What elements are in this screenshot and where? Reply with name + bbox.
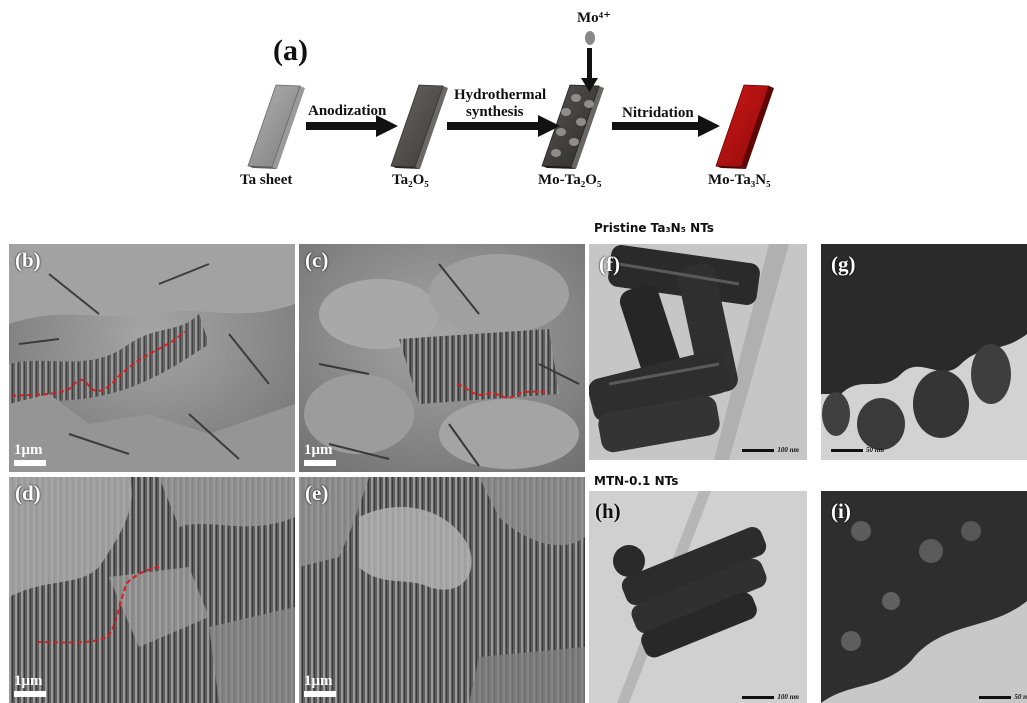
tem-panel-h: (h) 100 nm <box>589 491 807 703</box>
step-label-synthesis: synthesis <box>466 104 524 120</box>
step-label-anodization: Anodization <box>308 103 387 119</box>
scalebar-text-e: 1μm <box>304 673 333 689</box>
tem-panel-i: (i) 50 n <box>821 491 1027 703</box>
panel-label-f: (f) <box>599 252 620 276</box>
sem-image-e <box>299 477 585 703</box>
tem-image-f <box>589 244 807 460</box>
tem-image-h <box>589 491 807 703</box>
sample-label-ta-sheet: Ta sheet <box>240 172 293 188</box>
sem-panel-c: (c) 1μm <box>299 244 585 472</box>
scalebar-text-b: 1μm <box>14 442 43 458</box>
schematic: (a) <box>0 0 1027 225</box>
sample-label-ta2o5: Ta₂O₅ <box>392 172 429 188</box>
scalebar-e: 1μm <box>304 673 336 697</box>
scalebar-line-c <box>304 460 336 466</box>
scalebar-c: 1μm <box>304 442 336 466</box>
scalebar-line-i <box>979 695 1012 699</box>
mo-ion-label: Mo⁴⁺ <box>577 10 612 26</box>
scalebar-h: 100 nm <box>742 693 799 701</box>
scalebar-text-d: 1μm <box>14 673 43 689</box>
scalebar-text-c: 1μm <box>304 442 333 458</box>
panel-label-d: (d) <box>15 481 41 505</box>
scalebar-b: 1μm <box>14 442 46 466</box>
tem-image-g <box>821 244 1027 460</box>
scalebar-text-g: 50 nm <box>866 446 885 454</box>
sem-image-b <box>9 244 295 472</box>
scalebar-f: 100 nm <box>742 446 799 454</box>
scalebar-line-f <box>742 448 775 452</box>
sample-label-mo-ta2o5: Mo-Ta₂O₅ <box>538 172 602 188</box>
panel-label-h: (h) <box>595 499 621 523</box>
sem-image-c <box>299 244 585 472</box>
tem-group-title-pristine: Pristine Ta₃N₅ NTs <box>594 221 714 235</box>
scalebar-i: 50 n <box>979 693 1027 701</box>
scalebar-line-e <box>304 691 336 697</box>
scalebar-line-d <box>14 691 46 697</box>
panel-label-g: (g) <box>831 252 856 276</box>
sem-panel-e: (e) 1μm <box>299 477 585 703</box>
step-label-hydrothermal: Hydrothermal <box>454 87 547 103</box>
scalebar-line-g <box>831 448 863 452</box>
step-label-nitridation: Nitridation <box>622 105 694 121</box>
arrow-anodization <box>306 115 398 137</box>
scalebar-text-h: 100 nm <box>777 693 799 701</box>
mo-ta2o5-plate <box>541 84 604 169</box>
tem-group-title-mtn: MTN-0.1 NTs <box>594 474 679 488</box>
tem-panel-g: (g) 50 nm <box>821 244 1027 460</box>
scalebar-d: 1μm <box>14 673 46 697</box>
arrow-nitridation <box>612 115 720 137</box>
sem-panel-b: (b) 1μm <box>9 244 295 472</box>
process-flow <box>247 31 774 169</box>
sem-panel-d: (d) 1μm <box>9 477 295 703</box>
ta2o5-plate <box>390 84 448 169</box>
panel-label-i: (i) <box>831 499 851 523</box>
panel-label-b: (b) <box>15 248 41 272</box>
arrow-mo-down <box>581 48 598 92</box>
mo-dots <box>551 94 594 157</box>
sample-label-mo-ta3n5: Mo-Ta₃N₅ <box>708 172 771 188</box>
schematic-label: (a) <box>273 34 308 67</box>
scalebar-g: 50 nm <box>831 446 884 454</box>
scalebar-text-i: 50 n <box>1014 693 1027 701</box>
panel-label-e: (e) <box>305 481 329 505</box>
tem-panel-f: (f) 100 nm <box>589 244 807 460</box>
arrow-hydrothermal <box>447 115 560 137</box>
mo-ta3n5-plate <box>715 84 774 169</box>
tem-image-i <box>821 491 1027 703</box>
sem-image-d <box>9 477 295 703</box>
ta-sheet-plate <box>247 84 305 169</box>
scalebar-line-h <box>742 695 775 699</box>
mo-ion-particle <box>585 31 595 45</box>
scalebar-text-f: 100 nm <box>777 446 799 454</box>
scalebar-line-b <box>14 460 46 466</box>
panel-label-c: (c) <box>305 248 329 272</box>
